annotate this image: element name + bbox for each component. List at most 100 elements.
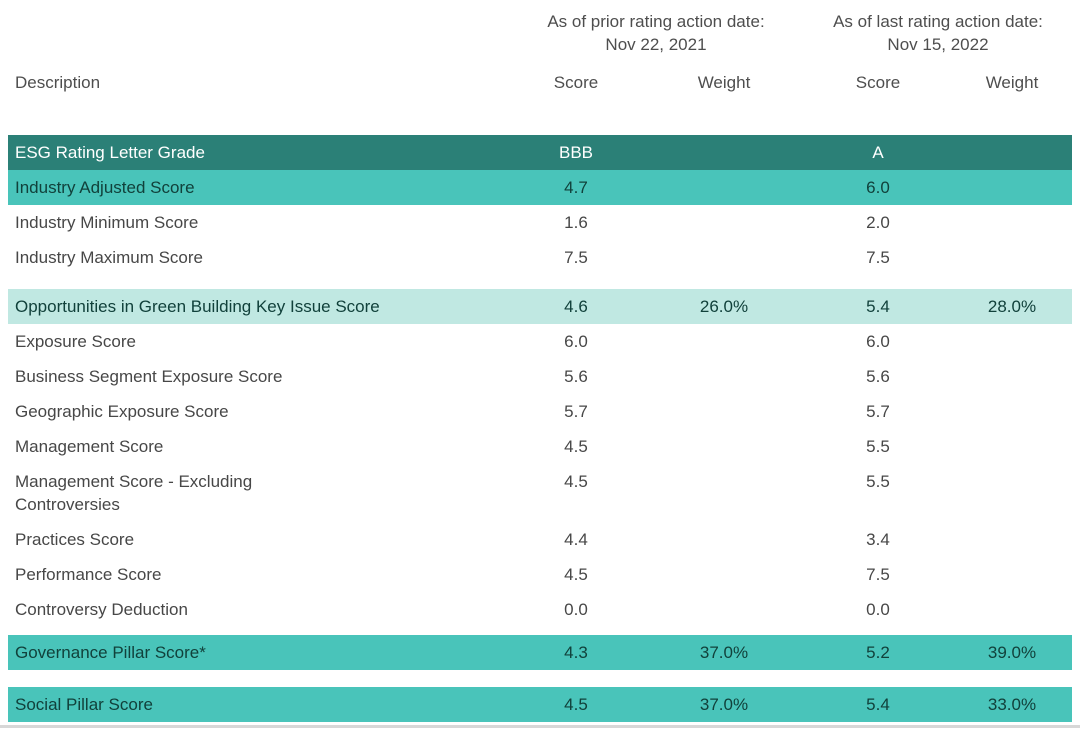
last-weight-value	[952, 141, 1072, 164]
last-weight-value: 39.0%	[987, 643, 1037, 662]
last-score-value: 6.0	[866, 178, 890, 197]
prior-weight-value	[644, 365, 804, 388]
prior-score-value: 1.6	[564, 213, 588, 232]
prior-weight-value	[644, 246, 804, 269]
last-score-value: A	[872, 143, 884, 162]
row-label: Performance Score	[15, 565, 162, 584]
table-row: Industry Maximum Score 7.5 7.5	[8, 240, 1072, 275]
prior-rating-title: As of prior rating action date:	[547, 12, 765, 31]
row-label: Management Score	[15, 437, 164, 456]
row-label: Industry Maximum Score	[15, 248, 203, 267]
prior-weight-value: 37.0%	[699, 643, 749, 662]
table-section: Social Pillar Score 4.5 37.0% 5.4 33.0%	[8, 687, 1072, 722]
table-row: Practices Score 4.4 3.4	[8, 522, 1072, 557]
date-group-headers: As of prior rating action date: Nov 22, …	[8, 10, 1072, 56]
table-header: As of prior rating action date: Nov 22, …	[0, 0, 1080, 94]
last-score-value: 7.5	[866, 565, 890, 584]
prior-weight-value: 26.0%	[699, 297, 749, 316]
row-label: Practices Score	[15, 530, 135, 549]
prior-score-value: 4.7	[564, 178, 588, 197]
prior-weight-value	[644, 176, 804, 199]
prior-score-value: 0.0	[564, 600, 588, 619]
prior-score-value: 5.7	[564, 402, 588, 421]
row-label: Governance Pillar Score*	[15, 643, 206, 662]
last-score-value: 5.4	[866, 695, 890, 714]
table-row: Performance Score 4.5 7.5	[8, 557, 1072, 592]
prior-score-value: 5.6	[564, 367, 588, 386]
last-weight-value	[952, 470, 1072, 516]
row-label: Management Score - Excluding Controversi…	[15, 472, 253, 514]
prior-rating-date: Nov 22, 2021	[605, 35, 707, 54]
last-weight-value	[952, 211, 1072, 234]
table-body: ESG Rating Letter Grade BBB A Industry A…	[8, 135, 1072, 722]
prior-weight-value	[644, 598, 804, 621]
table-row: Opportunities in Green Building Key Issu…	[8, 289, 1072, 324]
description-column-header: Description	[15, 73, 101, 92]
table-section: Governance Pillar Score* 4.3 37.0% 5.2 3…	[8, 635, 1072, 670]
last-score-value: 5.6	[866, 367, 890, 386]
prior-weight-value	[644, 141, 804, 164]
last-score-value: 5.5	[866, 437, 890, 456]
table-section: ESG Rating Letter Grade BBB A Industry A…	[8, 135, 1072, 275]
last-score-value: 5.4	[866, 297, 890, 316]
last-weight-value	[952, 330, 1072, 353]
table-row: Industry Minimum Score 1.6 2.0	[8, 205, 1072, 240]
prior-score-value: 4.5	[564, 565, 588, 584]
prior-weight-value	[644, 330, 804, 353]
prior-score-value: 4.4	[564, 530, 588, 549]
last-weight-value: 33.0%	[987, 695, 1037, 714]
row-label: Exposure Score	[15, 332, 136, 351]
prior-weight-value	[644, 470, 804, 516]
row-label: Industry Adjusted Score	[15, 178, 195, 197]
last-score-value: 7.5	[866, 248, 890, 267]
last-weight-value	[952, 528, 1072, 551]
column-headers-row: Description Score Weight Score Weight	[8, 71, 1072, 94]
table-row: Governance Pillar Score* 4.3 37.0% 5.2 3…	[8, 635, 1072, 670]
last-score-value: 5.2	[866, 643, 890, 662]
prior-score-value: 4.5	[564, 695, 588, 714]
prior-score-value: 4.6	[564, 297, 588, 316]
row-label: Industry Minimum Score	[15, 213, 199, 232]
table-row: Geographic Exposure Score 5.7 5.7	[8, 394, 1072, 429]
table-row: Management Score - Excluding Controversi…	[8, 464, 1072, 522]
prior-weight-column-header: Weight	[697, 73, 751, 92]
prior-score-column-header: Score	[553, 73, 599, 92]
table-row: Social Pillar Score 4.5 37.0% 5.4 33.0%	[8, 687, 1072, 722]
row-label: Geographic Exposure Score	[15, 402, 229, 421]
last-weight-value	[952, 365, 1072, 388]
table-row: Exposure Score 6.0 6.0	[8, 324, 1072, 359]
prior-rating-group-header: As of prior rating action date: Nov 22, …	[508, 10, 804, 56]
row-label: Controversy Deduction	[15, 600, 188, 619]
table-row: ESG Rating Letter Grade BBB A	[8, 135, 1072, 170]
table-row: Management Score 4.5 5.5	[8, 429, 1072, 464]
row-label: Business Segment Exposure Score	[15, 367, 283, 386]
prior-score-value: BBB	[558, 143, 594, 162]
prior-weight-value: 37.0%	[699, 695, 749, 714]
table-row: Business Segment Exposure Score 5.6 5.6	[8, 359, 1072, 394]
last-weight-value	[952, 435, 1072, 458]
prior-weight-value	[644, 563, 804, 586]
prior-score-value: 6.0	[564, 332, 588, 351]
table-row: Industry Adjusted Score 4.7 6.0	[8, 170, 1072, 205]
last-rating-date: Nov 15, 2022	[887, 35, 989, 54]
prior-weight-value	[644, 528, 804, 551]
prior-score-value: 4.5	[564, 472, 588, 491]
last-rating-group-header: As of last rating action date: Nov 15, 2…	[804, 10, 1072, 56]
table-section: Opportunities in Green Building Key Issu…	[8, 289, 1072, 627]
last-score-value: 5.7	[866, 402, 890, 421]
prior-score-value: 4.3	[564, 643, 588, 662]
last-weight-value	[952, 246, 1072, 269]
prior-weight-value	[644, 400, 804, 423]
last-weight-value	[952, 563, 1072, 586]
bottom-divider	[0, 725, 1080, 728]
last-weight-column-header: Weight	[985, 73, 1039, 92]
description-header-spacer	[8, 10, 508, 56]
last-score-value: 0.0	[866, 600, 890, 619]
table-row: Controversy Deduction 0.0 0.0	[8, 592, 1072, 627]
last-weight-value	[952, 400, 1072, 423]
row-label: ESG Rating Letter Grade	[15, 143, 205, 162]
last-score-value: 5.5	[866, 472, 890, 491]
prior-weight-value	[644, 435, 804, 458]
prior-score-value: 7.5	[564, 248, 588, 267]
last-score-column-header: Score	[855, 73, 901, 92]
